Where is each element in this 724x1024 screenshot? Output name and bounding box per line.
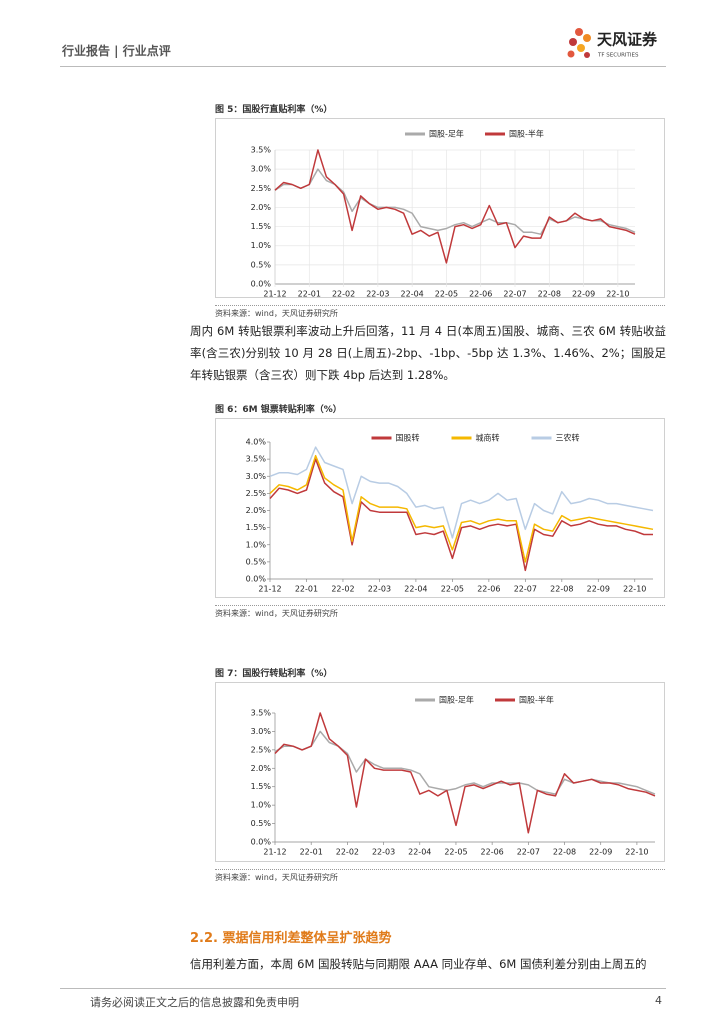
y-tick-label: 2.0% (251, 764, 272, 773)
y-tick-label: 0.0% (246, 575, 267, 584)
y-tick-label: 2.5% (251, 184, 272, 193)
y-tick-label: 0.0% (251, 838, 272, 847)
legend-label: 国股-足年 (439, 695, 474, 705)
legend-label: 国股-足年 (429, 129, 464, 139)
x-tick-label: 21-12 (258, 585, 281, 594)
y-tick-label: 2.5% (251, 745, 272, 754)
figure-caption: 图 7：国股行转贴利率（%） (215, 669, 333, 679)
x-tick-label: 22-01 (295, 585, 318, 594)
source-rule (215, 605, 665, 606)
x-tick-label: 22-08 (538, 290, 561, 299)
page-number: 4 (655, 994, 662, 1007)
source-note: 资料来源：wind，天风证券研究所 (215, 609, 338, 618)
x-tick-label: 22-08 (550, 585, 573, 594)
footer-rule (60, 988, 666, 989)
y-tick-label: 2.5% (246, 489, 267, 498)
chart-frame (215, 118, 665, 298)
y-tick-label: 1.5% (251, 222, 272, 231)
logo: 天风证券 TF SECURITIES (567, 28, 658, 59)
x-tick-label: 22-06 (481, 848, 504, 857)
x-tick-label: 21-12 (263, 848, 286, 857)
x-tick-label: 22-02 (336, 848, 359, 857)
legend-label: 国股-半年 (509, 129, 544, 139)
x-tick-label: 22-03 (366, 290, 389, 299)
series-line (269, 458, 653, 572)
y-tick-label: 1.5% (246, 523, 267, 532)
chart: 0.0% 0.5% 1.0% 1.5% 2.0% 2.5% 3.0% 3.5% 21-12 22-… (215, 682, 665, 862)
x-tick-label: 21-12 (263, 290, 286, 299)
x-tick-label: 22-09 (572, 290, 595, 299)
y-tick-label: 0.5% (251, 819, 272, 828)
y-tick-label: 3.0% (246, 472, 267, 481)
header-title: 行业报告 | 行业点评 (62, 44, 171, 58)
x-tick-label: 22-02 (332, 290, 355, 299)
x-tick-label: 22-04 (408, 848, 431, 857)
logo-text: 天风证券 (597, 31, 658, 49)
chart: 0.0% 0.5% 1.0% 1.5% 2.0% 2.5% 3.0% 3.5% 21-12 22-… (215, 118, 665, 298)
figure-caption: 图 5：国股行直贴利率（%） (215, 105, 333, 115)
figure-caption: 图 6：6M 银票转贴利率（%） (215, 405, 342, 415)
chart-frame (215, 682, 665, 862)
series-line (269, 454, 654, 563)
y-tick-label: 1.0% (251, 241, 272, 250)
legend-label: 国股转 (396, 433, 420, 443)
x-tick-label: 22-01 (298, 290, 321, 299)
y-tick-label: 3.0% (251, 727, 272, 736)
source-rule (215, 305, 665, 306)
x-tick-label: 22-05 (435, 290, 458, 299)
x-tick-label: 22-05 (444, 848, 467, 857)
x-tick-label: 22-01 (300, 848, 323, 857)
y-tick-label: 3.0% (251, 165, 272, 174)
x-tick-label: 22-06 (469, 290, 492, 299)
header-rule (60, 66, 666, 67)
x-tick-label: 22-07 (503, 290, 526, 299)
legend-label: 三农转 (556, 433, 580, 443)
x-tick-label: 22-05 (441, 585, 464, 594)
section-heading: 2.2. 票据信用利差整体呈扩张趋势 (190, 931, 392, 946)
chart-frame (215, 418, 665, 598)
y-tick-label: 4.0% (246, 438, 267, 447)
y-tick-label: 3.5% (251, 709, 272, 718)
x-tick-label: 22-07 (514, 585, 537, 594)
x-tick-label: 22-07 (517, 848, 540, 857)
y-tick-label: 2.0% (246, 506, 267, 515)
x-tick-label: 22-04 (401, 290, 424, 299)
chart: 0.0% 0.5% 1.0% 1.5% 2.0% 2.5% 3.0% 3.5% 4.0% 21-1… (215, 418, 665, 598)
footer-text: 请务必阅读正文之后的信息披露和免责申明 (90, 996, 299, 1009)
x-tick-label: 22-10 (625, 848, 648, 857)
series-line (274, 712, 656, 834)
x-tick-label: 22-09 (587, 585, 610, 594)
x-tick-label: 22-04 (404, 585, 427, 594)
y-tick-label: 3.5% (246, 455, 267, 464)
y-tick-label: 0.5% (251, 260, 272, 269)
x-tick-label: 22-10 (606, 290, 629, 299)
series-line (269, 446, 654, 539)
source-rule (215, 869, 665, 870)
paragraph: 周内 6M 转贴银票利率波动上升后回落，11 月 4 日(本周五)国股、城商、三… (190, 324, 666, 382)
y-tick-label: 1.0% (246, 540, 267, 549)
x-tick-label: 22-10 (623, 585, 646, 594)
series-line (274, 149, 636, 264)
y-tick-label: 2.0% (251, 203, 272, 212)
y-tick-label: 0.0% (251, 280, 272, 289)
paragraph: 信用利差方面，本周 6M 国股转贴与同期限 AAA 同业存单、6M 国债利差分别… (190, 957, 647, 971)
source-note: 资料来源：wind，天风证券研究所 (215, 309, 338, 318)
legend-label: 国股-半年 (519, 695, 554, 705)
legend-label: 城商转 (476, 433, 500, 443)
source-note: 资料来源：wind，天风证券研究所 (215, 873, 338, 882)
x-tick-label: 22-06 (477, 585, 500, 594)
x-tick-label: 22-09 (589, 848, 612, 857)
y-tick-label: 3.5% (251, 146, 272, 155)
x-tick-label: 22-02 (331, 585, 354, 594)
logo-sub: TF SECURITIES (597, 53, 639, 59)
y-tick-label: 1.0% (251, 801, 272, 810)
x-tick-label: 22-03 (368, 585, 391, 594)
x-tick-label: 22-03 (372, 848, 395, 857)
x-tick-label: 22-08 (553, 848, 576, 857)
y-tick-label: 0.5% (246, 557, 267, 566)
y-tick-label: 1.5% (251, 782, 272, 791)
